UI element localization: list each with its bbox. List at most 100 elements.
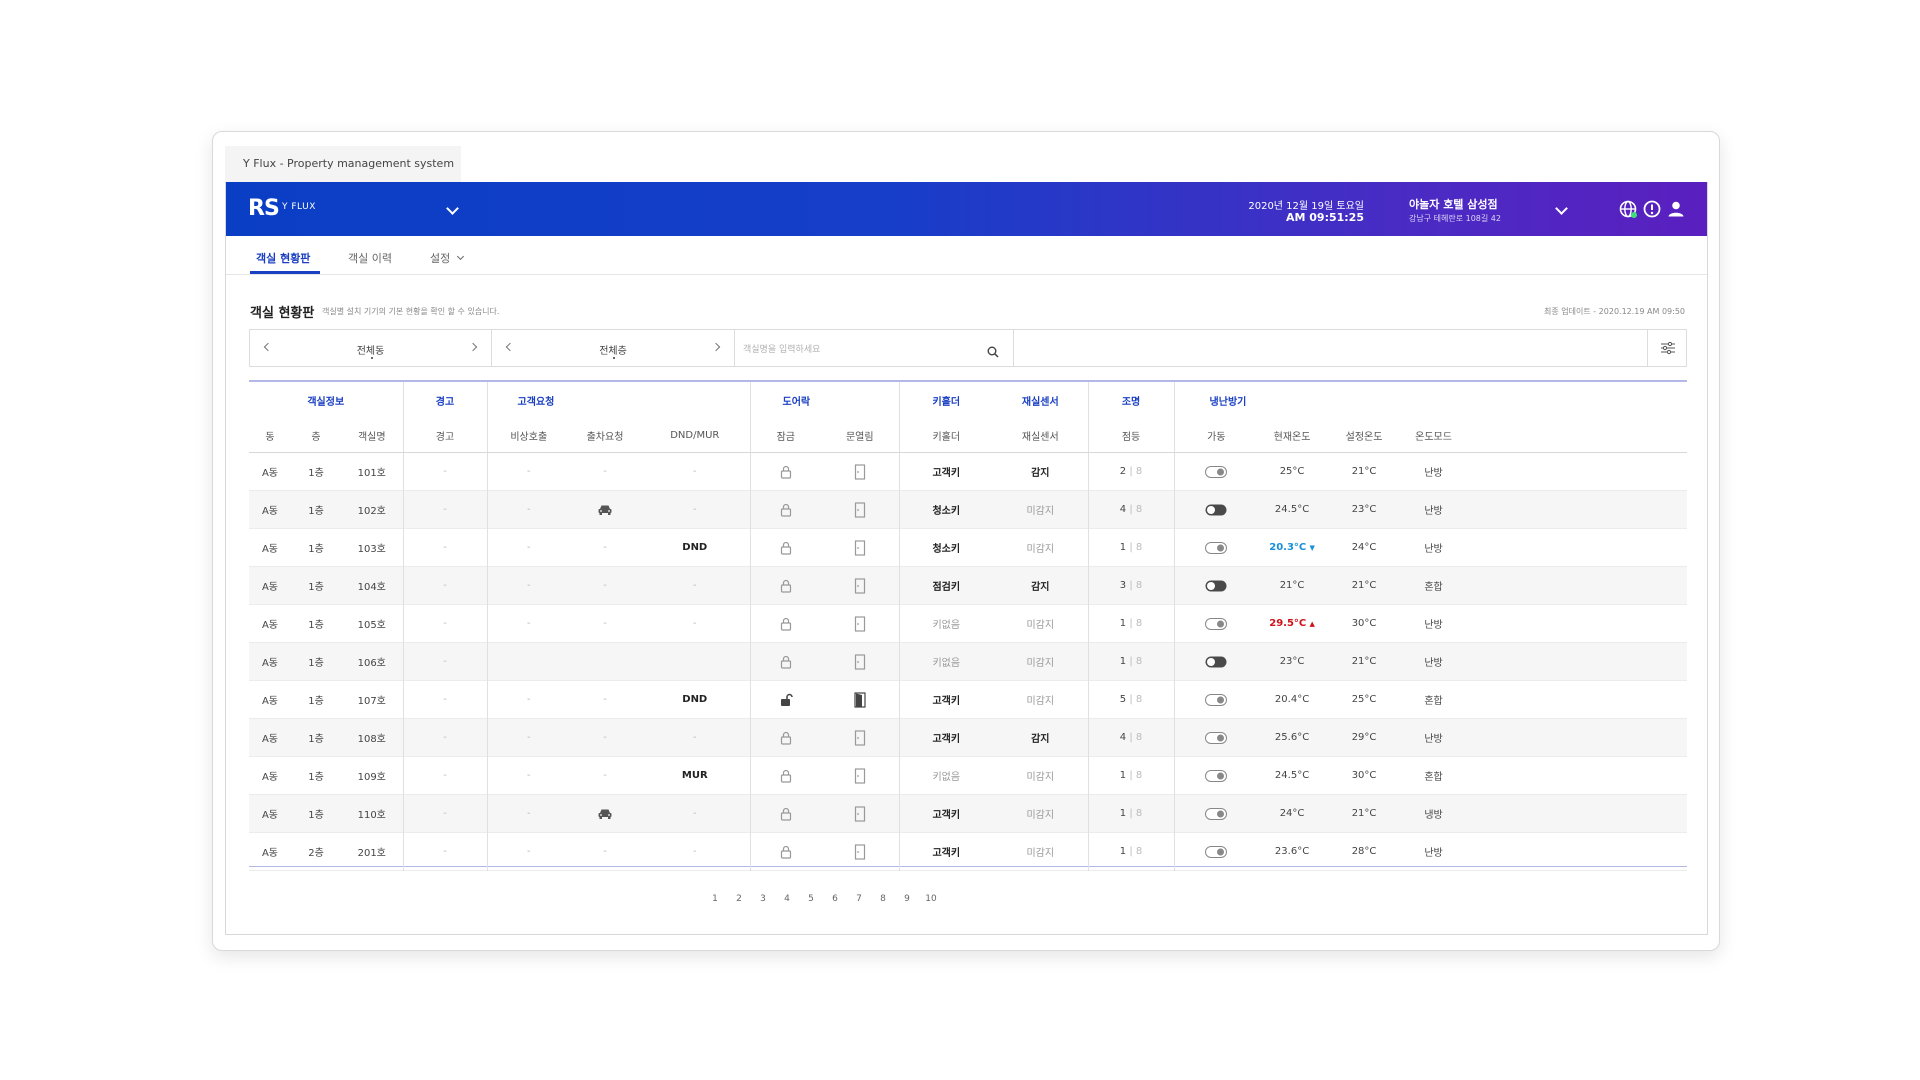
hvac-toggle[interactable] bbox=[1173, 832, 1259, 871]
page-number[interactable]: 9 bbox=[904, 894, 910, 904]
cell-spacer bbox=[1465, 681, 1687, 719]
user-icon[interactable] bbox=[1666, 198, 1686, 218]
page-number[interactable]: 5 bbox=[808, 894, 814, 904]
tab-room-status[interactable]: 객실 현황판 bbox=[256, 252, 311, 265]
cell-set-temp: 30°C bbox=[1351, 770, 1377, 781]
cell-occupancy: 미감지 bbox=[1026, 620, 1055, 631]
hvac-toggle[interactable] bbox=[1173, 794, 1259, 833]
cell-floor: 1층 bbox=[308, 582, 324, 593]
page-number[interactable]: 1 bbox=[712, 894, 718, 904]
building-selector[interactable]: 전체동 bbox=[250, 330, 492, 366]
table-body: A동 1층 101호 - - - - 고객키 감지 2 | 8 25°C 21°C 난방 A동 1층 102호… bbox=[249, 452, 1688, 871]
cell-spacer bbox=[1465, 491, 1687, 529]
filter-settings-button[interactable] bbox=[1647, 330, 1687, 366]
page-number[interactable]: 10 bbox=[925, 894, 937, 904]
alert-icon[interactable] bbox=[1642, 198, 1662, 218]
table-row[interactable]: A동 1층 105호 - - - - 키없음 미감지 1 | 8 29.5°C ▲ 30°C 난방 bbox=[249, 604, 1688, 643]
top-bar: RS Y FLUX 2020년 12월 19일 토요일 AM 09:51:25 … bbox=[226, 182, 1707, 236]
cell-key-holder: 청소키 bbox=[898, 490, 994, 529]
group-occupancy-sensor: 재실센서 bbox=[1021, 396, 1059, 408]
page-number[interactable]: 4 bbox=[784, 894, 790, 904]
window-tab[interactable]: Y Flux - Property management system bbox=[225, 146, 461, 182]
col-emergency: 비상호출 bbox=[486, 418, 570, 453]
table-row[interactable]: A동 1층 104호 - - - - 점검키 감지 3 | 8 21°C 21°C 혼합 bbox=[249, 566, 1688, 605]
cell-set-temp: 24°C bbox=[1351, 542, 1377, 553]
cell-dnd-mur: - bbox=[692, 618, 697, 629]
page-number[interactable]: 2 bbox=[736, 894, 742, 904]
cell-dnd-mur: MUR bbox=[681, 770, 708, 781]
cell-floor: 1층 bbox=[308, 772, 324, 783]
cell-key-holder: 고객키 bbox=[898, 832, 994, 871]
page-number[interactable]: 7 bbox=[856, 894, 862, 904]
cell-set-temp: 23°C bbox=[1351, 504, 1377, 515]
page-number[interactable]: 8 bbox=[880, 894, 886, 904]
col-warning: 경고 bbox=[402, 418, 487, 453]
cell-lights: 1 | 8 bbox=[1087, 642, 1175, 681]
table-row[interactable]: A동 1층 109호 - - - MUR 키없음 미감지 1 | 8 24.5°C 30°C 혼합 bbox=[249, 756, 1688, 795]
app-screen: RS Y FLUX 2020년 12월 19일 토요일 AM 09:51:25 … bbox=[225, 182, 1708, 935]
property-dropdown-chevron-icon[interactable] bbox=[446, 202, 459, 215]
tab-settings[interactable]: 설정 bbox=[430, 250, 464, 266]
hvac-toggle[interactable] bbox=[1173, 642, 1259, 681]
cell-temp-mode: 난방 bbox=[1424, 734, 1443, 745]
cell-dong: A동 bbox=[261, 620, 279, 631]
table-row[interactable]: A동 2층 201호 - - - - 고객키 미감지 1 | 8 23.6°C 28°C 난방 bbox=[249, 832, 1688, 871]
cell-warning: - bbox=[402, 642, 487, 681]
group-key-holder: 키홀더 bbox=[898, 382, 994, 418]
hvac-toggle[interactable] bbox=[1173, 718, 1259, 757]
lock-icon bbox=[749, 566, 822, 605]
car-icon bbox=[570, 491, 640, 529]
col-set-temp: 설정온도 bbox=[1326, 418, 1403, 453]
floor-selector[interactable]: 전체층 bbox=[492, 330, 735, 366]
cell-room: 107호 bbox=[357, 696, 386, 707]
table-row[interactable]: A동 1층 101호 - - - - 고객키 감지 2 | 8 25°C 21°C 난방 bbox=[249, 452, 1688, 491]
cell-warning: - bbox=[402, 452, 487, 491]
cell-floor: 1층 bbox=[308, 658, 324, 669]
hvac-toggle[interactable] bbox=[1173, 756, 1259, 795]
cell-set-temp: 28°C bbox=[1351, 846, 1377, 857]
page-number[interactable]: 6 bbox=[832, 894, 838, 904]
cell-emergency: - bbox=[486, 718, 570, 757]
hvac-toggle[interactable] bbox=[1173, 490, 1259, 529]
col-lock: 잠금 bbox=[749, 418, 822, 453]
col-current-temp: 현재온도 bbox=[1258, 418, 1327, 453]
page-number[interactable]: 3 bbox=[760, 894, 766, 904]
door-closed-icon bbox=[821, 567, 899, 605]
cell-room: 109호 bbox=[357, 772, 386, 783]
tab-room-history[interactable]: 객실 이력 bbox=[348, 252, 392, 265]
hotel-dropdown-chevron-icon[interactable] bbox=[1555, 202, 1568, 215]
col-occupancy: 재실센서 bbox=[993, 418, 1089, 453]
cell-dong: A동 bbox=[261, 734, 279, 745]
cell-current-temp: 20.4°C bbox=[1274, 694, 1310, 705]
cell-current-temp: 24.5°C bbox=[1274, 504, 1310, 515]
hotel-name[interactable]: 야놀자 호텔 삼성점 bbox=[1409, 198, 1498, 211]
hvac-toggle[interactable] bbox=[1173, 566, 1259, 605]
table-row[interactable]: A동 1층 106호 - 키없음 미감지 1 | 8 23°C 21°C 난방 bbox=[249, 642, 1688, 681]
hvac-toggle[interactable] bbox=[1173, 528, 1259, 567]
hvac-toggle[interactable] bbox=[1173, 604, 1259, 643]
hvac-toggle[interactable] bbox=[1173, 452, 1259, 491]
cell-occupancy: 미감지 bbox=[1026, 810, 1055, 821]
lock-icon bbox=[749, 794, 822, 833]
cell-spacer bbox=[1465, 719, 1687, 757]
cell-current-temp: 21°C bbox=[1279, 580, 1305, 591]
cell-current-temp: 29.5°C ▲ bbox=[1269, 618, 1315, 629]
table-row[interactable]: A동 1층 103호 - - - DND 청소키 미감지 1 | 8 20.3°C ▼ 24°C 난방 bbox=[249, 528, 1688, 567]
cell-floor: 1층 bbox=[308, 734, 324, 745]
cell-spacer bbox=[1465, 605, 1687, 643]
cell-warning: - bbox=[402, 604, 487, 643]
room-search-input[interactable]: 객실명을 입력하세요 bbox=[735, 330, 1014, 366]
cell-dnd-mur: DND bbox=[682, 542, 708, 553]
cell-set-temp: 21°C bbox=[1351, 580, 1377, 591]
hvac-toggle[interactable] bbox=[1173, 680, 1259, 719]
search-icon[interactable] bbox=[987, 341, 999, 360]
cell-floor: 1층 bbox=[308, 696, 324, 707]
active-tab-indicator bbox=[250, 271, 320, 274]
cell-key-holder: 고객키 bbox=[898, 452, 994, 491]
table-row[interactable]: A동 1층 108호 - - - - 고객키 감지 4 | 8 25.6°C 29°C 난방 bbox=[249, 718, 1688, 757]
table-row[interactable]: A동 1층 107호 - - - DND 고객키 미감지 5 | 8 20.4°C 25°C 혼합 bbox=[249, 680, 1688, 719]
table-row[interactable]: A동 1층 110호 - - - 고객키 미감지 1 | 8 24°C 21°C 냉방 bbox=[249, 794, 1688, 833]
table-row[interactable]: A동 1층 102호 - - - 청소키 미감지 4 | 8 24.5°C 23°C 난방 bbox=[249, 490, 1688, 529]
globe-icon[interactable] bbox=[1618, 198, 1638, 218]
dropdown-dot-icon bbox=[370, 357, 373, 359]
